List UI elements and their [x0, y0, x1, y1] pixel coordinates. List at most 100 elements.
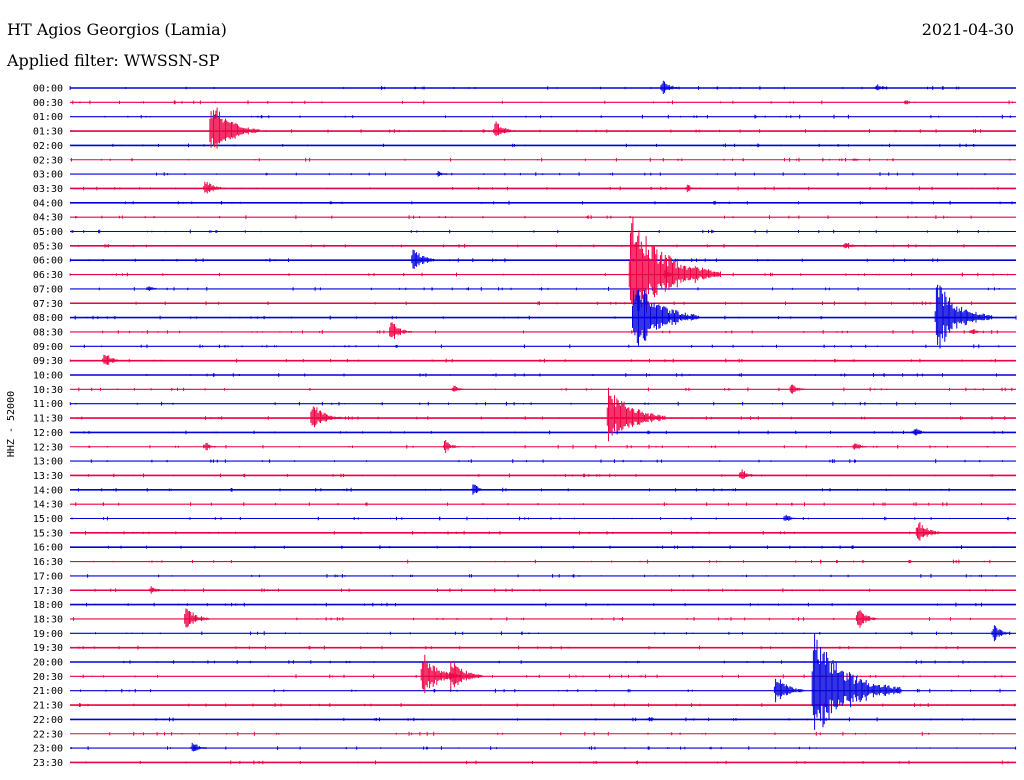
time-tick-label: 08:30 — [33, 327, 63, 338]
seismic-event — [449, 661, 483, 690]
time-tick-group: 00:00 00:30 01:00 01:30 02:00 02:30 03:00 03:30… — [33, 84, 63, 769]
time-tick-label: 15:30 — [33, 528, 63, 539]
time-tick-label: 20:00 — [33, 658, 63, 669]
time-tick-label: 14:00 — [33, 485, 63, 496]
trace-noise — [87, 573, 997, 578]
time-tick-label: 07:30 — [33, 299, 63, 310]
time-tick-label: 10:00 — [33, 371, 63, 382]
trace-noise — [94, 588, 994, 593]
time-tick-label: 11:30 — [33, 414, 63, 425]
seismic-event — [389, 322, 412, 339]
trace-noise — [79, 301, 973, 306]
trace-noise — [107, 545, 995, 550]
seismic-event — [660, 80, 680, 94]
time-tick-label: 10:30 — [33, 385, 63, 396]
seismic-event — [209, 107, 260, 149]
time-tick-label: 23:00 — [33, 744, 63, 755]
time-tick-label: 21:30 — [33, 701, 63, 712]
seismic-event — [647, 717, 659, 722]
trace-noise — [77, 487, 1013, 492]
trace-noise — [95, 631, 1011, 636]
station-title: HT Agios Georgios (Lamia) — [7, 20, 227, 39]
seismic-event — [915, 522, 941, 541]
seismic-event — [852, 443, 867, 450]
trace-noise — [132, 717, 975, 722]
filter-label: Applied filter: WWSSN-SP — [7, 51, 220, 70]
time-tick-label: 03:30 — [33, 184, 63, 195]
time-tick-label: 20:30 — [33, 672, 63, 683]
seismic-event — [855, 610, 879, 628]
seismic-event — [773, 678, 805, 703]
time-tick-label: 15:00 — [33, 514, 63, 525]
time-tick-label: 05:30 — [33, 241, 63, 252]
seismic-event — [436, 171, 448, 177]
trace-noise — [88, 444, 989, 449]
trace-noise — [78, 387, 1013, 392]
time-tick-label: 11:00 — [33, 399, 63, 410]
time-tick-label: 22:00 — [33, 715, 63, 726]
time-tick-label: 09:00 — [33, 342, 63, 353]
seismic-event — [852, 158, 863, 161]
time-tick-label: 16:00 — [33, 543, 63, 554]
seismic-event — [739, 469, 756, 479]
time-tick-label: 23:30 — [33, 758, 63, 769]
seismic-event — [934, 284, 994, 349]
time-tick-label: 13:00 — [33, 457, 63, 468]
trace-noise — [75, 502, 1011, 507]
seismic-event — [874, 84, 889, 91]
time-tick-label: 06:00 — [33, 256, 63, 267]
trace-noise — [71, 516, 1009, 521]
seismic-event — [811, 633, 901, 730]
seismic-event — [789, 384, 806, 394]
trace-noise — [83, 344, 1000, 349]
time-tick-label: 16:30 — [33, 557, 63, 568]
trace-noise — [146, 373, 997, 377]
time-tick-label: 19:30 — [33, 643, 63, 654]
time-tick-label: 02:30 — [33, 155, 63, 166]
time-tick-label: 13:30 — [33, 471, 63, 482]
trace-noise — [73, 617, 971, 621]
trace-noise — [86, 602, 982, 607]
trace-noise — [72, 100, 1013, 105]
trace-group — [69, 86, 1017, 765]
time-tick-label: 14:30 — [33, 500, 63, 511]
seismic-event — [411, 249, 437, 269]
seismic-event — [783, 515, 798, 521]
time-tick-label: 01:00 — [33, 112, 63, 123]
trace-noise — [69, 258, 971, 263]
time-tick-label: 17:30 — [33, 586, 63, 597]
seismic-event — [632, 289, 699, 346]
seismic-event — [685, 184, 698, 193]
time-tick-label: 05:00 — [33, 227, 63, 238]
seismic-event — [149, 586, 164, 594]
trace-noise — [85, 760, 1009, 765]
time-tick-label: 02:00 — [33, 141, 63, 152]
trace-noise — [123, 660, 986, 664]
trace-noise — [87, 473, 994, 478]
time-tick-label: 22:30 — [33, 729, 63, 740]
trace-noise — [109, 731, 994, 736]
trace-noise — [69, 401, 951, 406]
time-tick-label: 09:30 — [33, 356, 63, 367]
seismic-event — [442, 440, 460, 453]
seismic-event — [912, 428, 927, 436]
trace-noise — [71, 157, 1011, 162]
seismic-event — [184, 608, 210, 628]
time-tick-label: 03:00 — [33, 170, 63, 181]
seismic-event — [663, 269, 678, 279]
trace-noise — [83, 430, 1004, 435]
date-label: 2021-04-30 — [921, 20, 1014, 39]
time-tick-label: 18:30 — [33, 614, 63, 625]
seismic-event — [203, 442, 218, 451]
time-tick-label: 00:30 — [33, 98, 63, 109]
seismic-event — [102, 354, 122, 365]
trace-noise — [93, 559, 991, 564]
seismic-event — [991, 625, 1011, 642]
trace-noise — [98, 286, 1000, 291]
time-tick-label: 12:30 — [33, 442, 63, 453]
seismic-event — [203, 181, 226, 194]
trace-noise — [78, 645, 982, 650]
seismic-event — [452, 385, 465, 392]
trace-noise — [90, 459, 1004, 464]
seismic-event — [471, 484, 487, 495]
